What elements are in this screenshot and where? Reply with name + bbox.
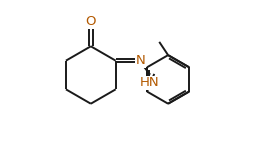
Text: HN: HN — [140, 76, 160, 89]
Text: O: O — [85, 15, 96, 28]
Text: N: N — [136, 54, 146, 67]
